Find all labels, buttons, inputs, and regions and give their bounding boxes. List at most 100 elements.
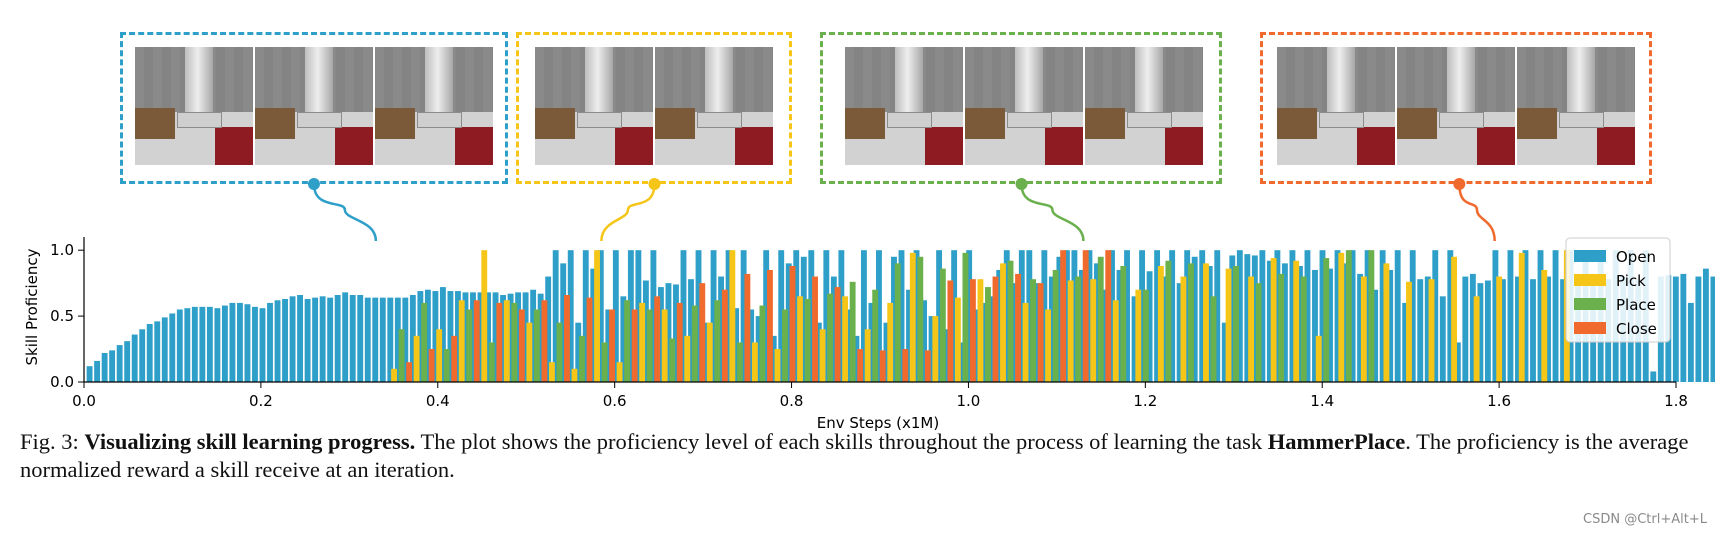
bar-open: [1236, 250, 1243, 382]
bar-open: [1492, 250, 1499, 382]
bar-place: [962, 252, 969, 382]
bar-close: [428, 349, 435, 382]
inset-panel-open: [120, 32, 508, 184]
bar-place: [1233, 266, 1239, 382]
bar-pick: [1293, 260, 1300, 382]
bar-open: [1545, 276, 1551, 382]
bar-open: [1289, 250, 1296, 382]
bar-pick: [684, 335, 691, 382]
bar-open: [1522, 250, 1529, 382]
bar-open: [1116, 269, 1123, 382]
bar-place: [1120, 266, 1127, 382]
bar-close: [609, 309, 616, 382]
bar-place: [443, 349, 450, 382]
bar-place: [691, 305, 698, 382]
robot-frame: [655, 47, 773, 165]
bar-open: [725, 250, 732, 382]
bar-close: [1082, 250, 1089, 382]
bar-open: [439, 287, 446, 382]
bar-close: [744, 273, 751, 382]
y-tick-label: 0.0: [50, 373, 74, 391]
bar-pick: [1270, 258, 1277, 382]
bar-open: [665, 283, 672, 382]
bar-open: [515, 292, 522, 382]
x-tick-label: 0.2: [249, 392, 273, 410]
bar-open: [1297, 266, 1303, 382]
bar-place: [1210, 296, 1217, 382]
bar-open: [1199, 250, 1206, 382]
bar-open: [1086, 250, 1093, 382]
bar-open: [1094, 263, 1100, 382]
bar-close: [1105, 250, 1112, 382]
bar-close: [451, 335, 458, 382]
bar-open: [1018, 250, 1025, 382]
bar-open: [1131, 296, 1138, 382]
bar-pick: [661, 309, 668, 382]
bar-place: [894, 263, 901, 382]
bar-open: [161, 317, 168, 382]
bar-open: [778, 250, 785, 382]
bar-open: [424, 289, 431, 382]
bar-open: [1109, 250, 1115, 382]
bar-open: [1334, 250, 1341, 382]
bar-pick: [616, 362, 623, 382]
legend-swatch-close: [1574, 322, 1606, 334]
robot-frame: [535, 47, 653, 165]
bar-close: [721, 289, 728, 382]
bar-pick: [774, 349, 781, 382]
bar-place: [1188, 263, 1194, 382]
bar-open: [289, 296, 296, 382]
bar-open: [770, 335, 777, 382]
bar-open: [1432, 250, 1439, 382]
bar-open: [297, 295, 304, 382]
bar-pick: [1360, 276, 1367, 382]
bar-close: [631, 309, 638, 382]
bar-close: [857, 349, 864, 382]
bar-open: [590, 268, 597, 382]
bar-open: [394, 297, 401, 382]
bar-open: [830, 276, 837, 382]
bar-open: [1146, 271, 1153, 382]
legend-swatch-open: [1574, 250, 1606, 262]
bar-pick: [887, 302, 894, 382]
bar-open: [237, 302, 243, 382]
legend-label-place: Place: [1616, 296, 1656, 314]
bar-place: [872, 289, 879, 382]
bar-place: [759, 305, 766, 382]
bar-open: [1191, 256, 1198, 382]
bar-open: [470, 292, 476, 382]
inset-frames: [1277, 47, 1635, 165]
bar-open: [184, 308, 191, 382]
bar-open: [868, 302, 875, 382]
bar-pick: [481, 250, 488, 382]
bar-open: [710, 250, 717, 382]
bar-open: [612, 250, 619, 382]
bar-open: [267, 302, 273, 382]
bar-open: [1251, 255, 1258, 382]
inset-frames: [135, 47, 493, 165]
figure-caption: Fig. 3: Visualizing skill learning progr…: [20, 428, 1700, 484]
bar-open: [124, 341, 131, 382]
bar-open: [1342, 263, 1348, 382]
bar-pick: [797, 296, 803, 382]
bar-open: [116, 345, 123, 382]
bar-open: [282, 298, 288, 382]
bar-open: [154, 321, 161, 382]
bar-open: [1184, 250, 1191, 382]
x-tick-label: 0.6: [603, 392, 627, 410]
bar-open: [605, 309, 612, 382]
bar-pick: [436, 329, 443, 382]
bar-place: [1278, 273, 1285, 382]
bar-open: [1259, 250, 1266, 382]
bar-place: [985, 287, 991, 382]
bar-close: [1060, 250, 1067, 382]
bar-open: [507, 293, 514, 382]
bar-pick: [1383, 263, 1390, 382]
bar-close: [1037, 283, 1044, 382]
bar-open: [229, 302, 236, 382]
bar-open: [740, 250, 747, 382]
legend-label-close: Close: [1616, 320, 1657, 338]
caption-task-name: HammerPlace: [1267, 429, 1406, 454]
caption-text-1: The plot shows the proficiency level of …: [415, 429, 1268, 454]
bar-place: [714, 300, 721, 382]
